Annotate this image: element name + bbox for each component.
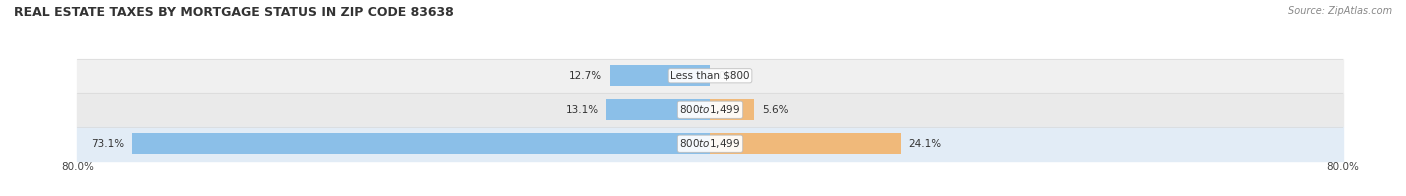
Bar <box>710 133 901 154</box>
Text: Less than $800: Less than $800 <box>671 71 749 81</box>
Text: 5.6%: 5.6% <box>762 105 789 115</box>
Text: $800 to $1,499: $800 to $1,499 <box>679 103 741 116</box>
Text: REAL ESTATE TAXES BY MORTGAGE STATUS IN ZIP CODE 83638: REAL ESTATE TAXES BY MORTGAGE STATUS IN … <box>14 6 454 19</box>
Bar <box>710 99 755 120</box>
Text: Source: ZipAtlas.com: Source: ZipAtlas.com <box>1288 6 1392 16</box>
Bar <box>77 59 1343 93</box>
Bar <box>606 99 710 120</box>
Text: $800 to $1,499: $800 to $1,499 <box>679 137 741 150</box>
Text: 0.0%: 0.0% <box>718 71 744 81</box>
Text: 73.1%: 73.1% <box>91 139 124 149</box>
Bar <box>610 65 710 86</box>
Bar <box>77 93 1343 127</box>
Bar <box>77 127 1343 161</box>
Text: 24.1%: 24.1% <box>908 139 942 149</box>
Bar <box>132 133 710 154</box>
Text: 12.7%: 12.7% <box>568 71 602 81</box>
Text: 13.1%: 13.1% <box>565 105 599 115</box>
